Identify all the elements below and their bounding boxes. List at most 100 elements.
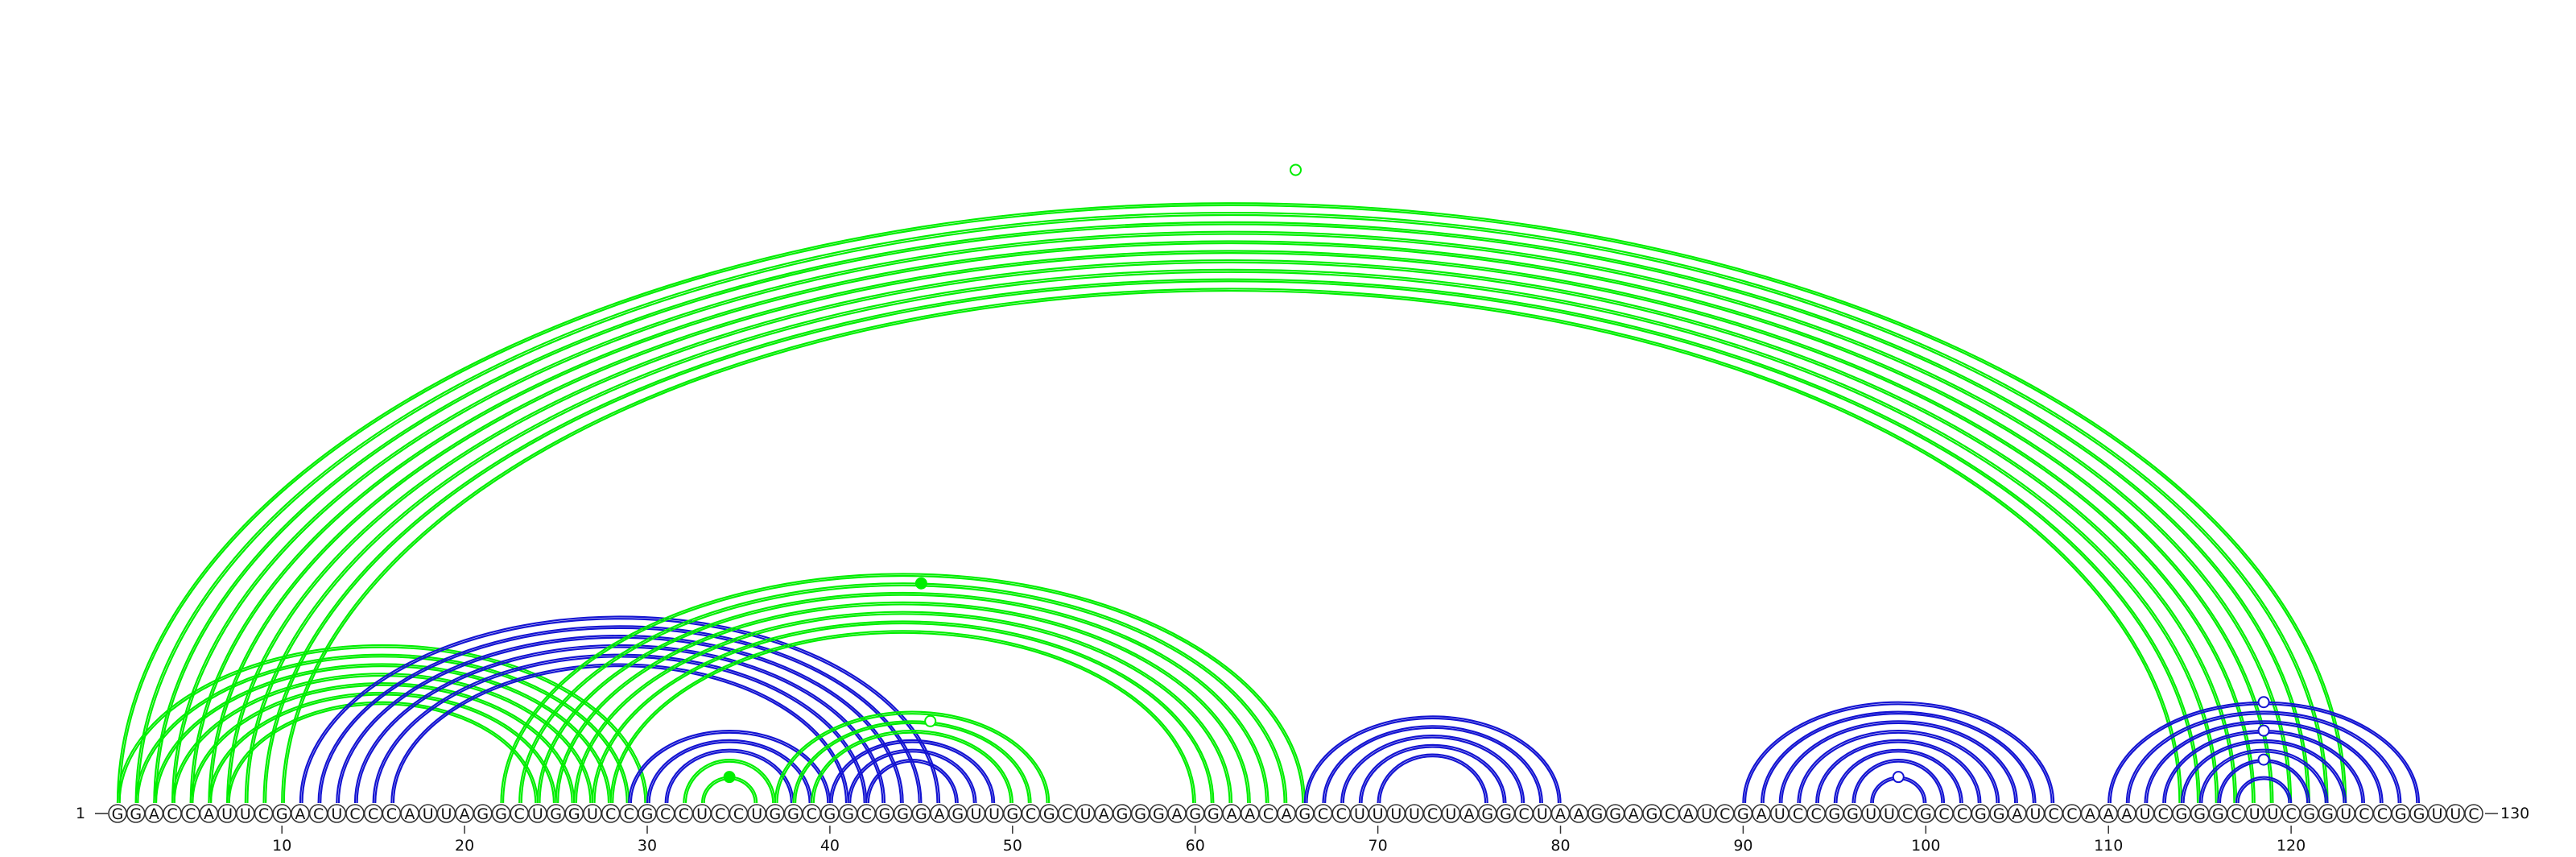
arc-stroke xyxy=(2146,722,2382,804)
arc-stroke xyxy=(593,622,1212,804)
nucleotide: G xyxy=(491,804,511,823)
nucleotide: G xyxy=(1185,804,1205,823)
nucleotide-letter: C xyxy=(1518,805,1529,823)
arc-stroke xyxy=(849,751,975,804)
base-pair-arc xyxy=(1815,739,1982,804)
nucleotide-letter: C xyxy=(715,805,725,823)
arc-stroke xyxy=(137,213,2326,804)
arc-marker xyxy=(2257,696,2270,709)
nucleotide-letter: G xyxy=(2322,805,2334,823)
nucleotide: U xyxy=(1861,804,1881,823)
nucleotide: G xyxy=(911,804,931,823)
nucleotide: C xyxy=(254,804,274,823)
nucleotide: A xyxy=(1240,804,1260,823)
nucleotide: U xyxy=(2336,804,2355,823)
nucleotide: U xyxy=(1697,804,1716,823)
arc-stroke xyxy=(1379,756,1487,804)
nucleotide-letter: C xyxy=(1336,805,1347,823)
arc-stroke xyxy=(664,748,795,804)
nucleotide-letter: G xyxy=(276,805,288,823)
nucleotide: U xyxy=(436,804,456,823)
arc-stroke xyxy=(244,268,2219,804)
nucleotide: A xyxy=(930,804,949,823)
nucleotide-letter: A xyxy=(460,805,470,823)
nucleotide: G xyxy=(1477,804,1497,823)
nucleotide: A xyxy=(1752,804,1771,823)
nucleotide: U xyxy=(1368,804,1388,823)
nucleotide-letter: C xyxy=(733,805,744,823)
nucleotide: G xyxy=(2172,804,2191,823)
arc-stroke xyxy=(283,289,2181,804)
base-pair-arc xyxy=(1761,710,2037,804)
nucleotide-letter: A xyxy=(2012,805,2022,823)
nucleotide-letter: G xyxy=(130,805,142,823)
nucleotide-letter: C xyxy=(1793,805,1803,823)
arc-stroke xyxy=(811,730,1013,804)
arc-stroke xyxy=(118,646,646,804)
nucleotide-letter: C xyxy=(1665,805,1675,823)
nucleotide: A xyxy=(2117,804,2136,823)
base-pair-arc xyxy=(847,748,977,804)
nucleotide-letter: U xyxy=(2249,805,2260,823)
arc-stroke xyxy=(591,620,1215,804)
nucleotide-circle xyxy=(2464,804,2483,823)
nucleotide: G xyxy=(1496,804,1516,823)
nucleotide-letter: C xyxy=(807,805,817,823)
arc-stroke xyxy=(795,722,1030,804)
nucleotide: U xyxy=(217,804,237,823)
nucleotide-letter: G xyxy=(915,805,927,823)
arc-marker xyxy=(914,577,927,590)
arc-stroke xyxy=(865,759,959,804)
arc-stroke xyxy=(336,635,904,804)
arc-stroke xyxy=(628,730,832,804)
nucleotide: A xyxy=(199,804,219,823)
base-pair-arc xyxy=(1833,748,1963,804)
nucleotide-letter: C xyxy=(1427,805,1438,823)
nucleotide-letter: A xyxy=(1227,805,1237,823)
base-pair-arcs xyxy=(116,202,2421,804)
nucleotide: G xyxy=(1971,804,1991,823)
nucleotide-letter: G xyxy=(1500,805,1512,823)
arc-marker xyxy=(1290,164,1302,176)
nucleotide: G xyxy=(1203,804,1224,823)
nucleotide-letter: G xyxy=(1993,805,2005,823)
nucleotide: U xyxy=(2025,804,2046,823)
nucleotide-letter: G xyxy=(2303,805,2315,823)
nucleotide-letter: A xyxy=(149,805,159,823)
arc-stroke xyxy=(539,594,1267,804)
nucleotide-letter: G xyxy=(2413,805,2425,823)
arc-stroke xyxy=(1358,743,1507,804)
arc-stroke xyxy=(684,760,774,804)
nucleotide: A xyxy=(291,804,310,823)
arc-stroke xyxy=(208,250,2256,804)
nucleotide: C xyxy=(163,804,182,823)
nucleotide-letter: C xyxy=(605,805,616,823)
nucleotide: C xyxy=(1715,804,1735,823)
nucleotide: A xyxy=(2099,804,2119,823)
nucleotide-letter: U xyxy=(2432,805,2443,823)
nucleotide: G xyxy=(2208,804,2228,823)
base-pair-arc xyxy=(628,730,832,804)
arc-stroke xyxy=(1377,753,1488,804)
nucleotide: G xyxy=(1843,804,1863,823)
nucleotide: U xyxy=(2244,804,2264,823)
nucleotide: G xyxy=(1295,804,1315,823)
nucleotide-letter: U xyxy=(1884,805,1895,823)
nucleotide-letter: A xyxy=(1555,805,1566,823)
nucleotide-letter: G xyxy=(1737,805,1749,823)
nucleotide-letter: A xyxy=(1099,805,1109,823)
nucleotide-letter: U xyxy=(751,805,762,823)
base-pair-arc xyxy=(1303,715,1562,804)
nucleotide: G xyxy=(1039,804,1059,823)
arc-stroke xyxy=(812,731,1012,804)
arc-stroke xyxy=(536,591,1269,804)
nucleotide: U xyxy=(2427,804,2447,823)
nucleotide: G xyxy=(2190,804,2210,823)
arc-stroke xyxy=(1815,739,1982,804)
nucleotide: G xyxy=(1642,804,1662,823)
nucleotide: C xyxy=(1788,804,1808,823)
nucleotide: G xyxy=(108,804,127,823)
nucleotide-letter: U xyxy=(1390,805,1402,823)
nucleotide: U xyxy=(692,804,712,823)
base-pair-arc xyxy=(2144,720,2384,804)
